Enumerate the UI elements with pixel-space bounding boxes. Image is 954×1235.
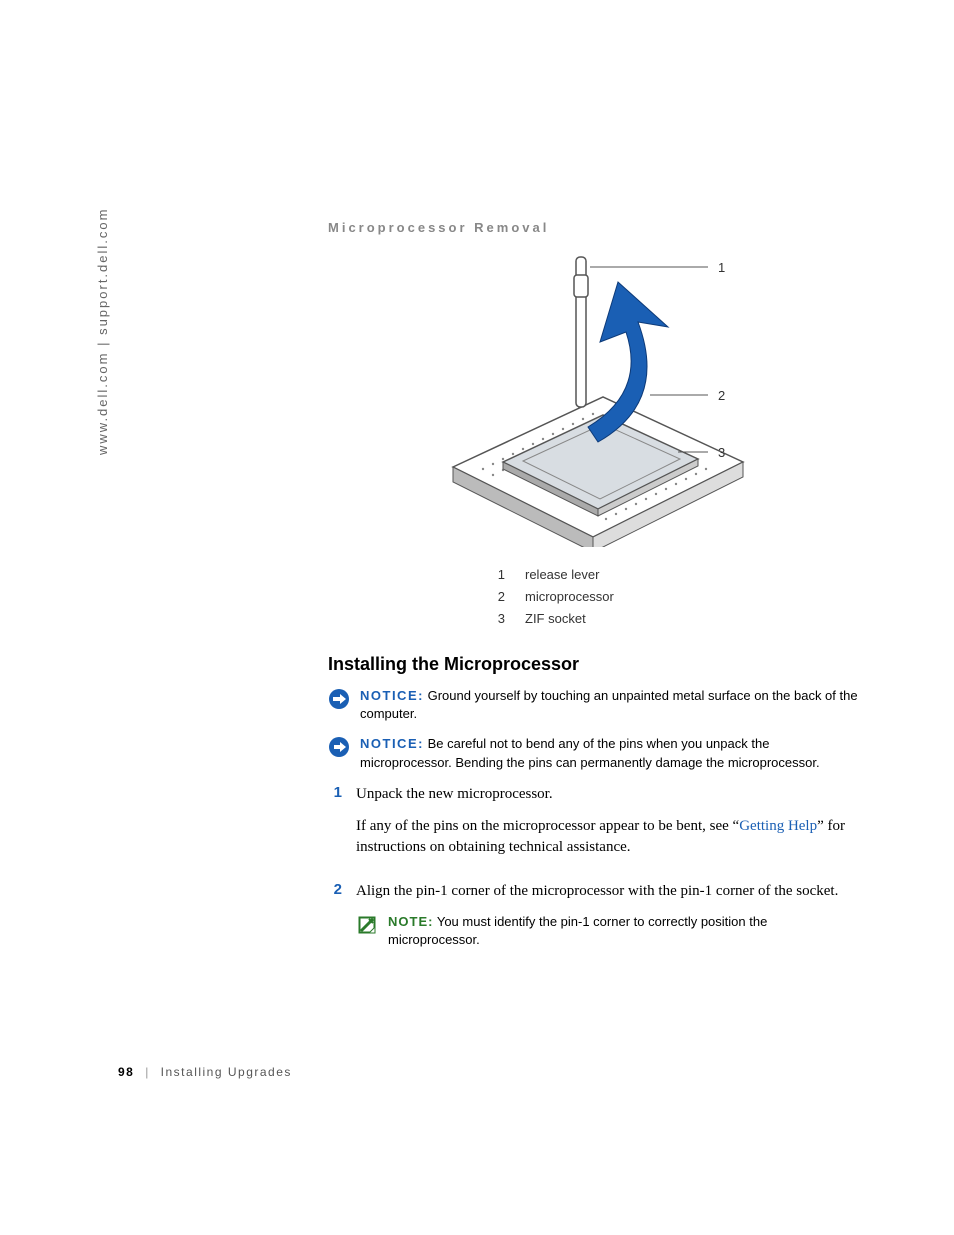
notice-icon bbox=[328, 736, 350, 758]
legend-label: ZIF socket bbox=[525, 611, 586, 626]
diagram-legend: 1 release lever 2 microprocessor 3 ZIF s… bbox=[493, 567, 858, 626]
step-body: Unpack the new microprocessor. If any of… bbox=[356, 784, 858, 869]
footer-separator: | bbox=[145, 1065, 150, 1079]
legend-row: 3 ZIF socket bbox=[493, 611, 858, 626]
notice-text: NOTICE: Be careful not to bend any of th… bbox=[360, 735, 858, 771]
legend-num: 3 bbox=[493, 611, 505, 626]
legend-row: 1 release lever bbox=[493, 567, 858, 582]
legend-label: release lever bbox=[525, 567, 599, 582]
callout-3: 3 bbox=[718, 445, 725, 460]
notice-label: NOTICE: bbox=[360, 736, 424, 751]
microprocessor-diagram bbox=[368, 247, 848, 547]
notice-label: NOTICE: bbox=[360, 688, 424, 703]
notice-body: Ground yourself by touching an unpainted… bbox=[360, 688, 858, 721]
notice-body: Be careful not to bend any of the pins w… bbox=[360, 736, 820, 769]
step-item: 2 Align the pin-1 corner of the micropro… bbox=[328, 881, 858, 949]
notice-text: NOTICE: Ground yourself by touching an u… bbox=[360, 687, 858, 723]
note-text: NOTE: You must identify the pin-1 corner… bbox=[388, 913, 858, 949]
callout-2: 2 bbox=[718, 388, 725, 403]
section-heading: Installing the Microprocessor bbox=[328, 654, 858, 675]
diagram-figure: 1 2 3 bbox=[368, 247, 848, 547]
step-para: If any of the pins on the microprocessor… bbox=[356, 816, 858, 860]
notice-block: NOTICE: Ground yourself by touching an u… bbox=[328, 687, 858, 723]
step-body: Align the pin-1 corner of the microproce… bbox=[356, 881, 858, 949]
side-url-text: www.dell.com | support.dell.com bbox=[95, 208, 110, 455]
note-block: NOTE: You must identify the pin-1 corner… bbox=[356, 913, 858, 949]
step-item: 1 Unpack the new microprocessor. If any … bbox=[328, 784, 858, 869]
step-para: Align the pin-1 corner of the microproce… bbox=[356, 881, 858, 903]
legend-num: 1 bbox=[493, 567, 505, 582]
footer-section: Installing Upgrades bbox=[161, 1065, 292, 1079]
note-icon bbox=[356, 914, 378, 936]
legend-num: 2 bbox=[493, 589, 505, 604]
notice-icon bbox=[328, 688, 350, 710]
note-label: NOTE: bbox=[388, 914, 433, 929]
note-body: You must identify the pin-1 corner to co… bbox=[388, 914, 767, 947]
notice-block: NOTICE: Be careful not to bend any of th… bbox=[328, 735, 858, 771]
legend-row: 2 microprocessor bbox=[493, 589, 858, 604]
step-number: 2 bbox=[328, 881, 342, 949]
main-content: Microprocessor Removal bbox=[328, 220, 858, 961]
step-para: Unpack the new microprocessor. bbox=[356, 784, 858, 806]
legend-label: microprocessor bbox=[525, 589, 614, 604]
callout-1: 1 bbox=[718, 260, 725, 275]
page-number: 98 bbox=[118, 1065, 134, 1079]
getting-help-link[interactable]: Getting Help bbox=[739, 818, 817, 834]
diagram-caption: Microprocessor Removal bbox=[328, 220, 858, 235]
step-list: 1 Unpack the new microprocessor. If any … bbox=[328, 784, 858, 949]
step-number: 1 bbox=[328, 784, 342, 869]
page-footer: 98 | Installing Upgrades bbox=[118, 1065, 292, 1079]
